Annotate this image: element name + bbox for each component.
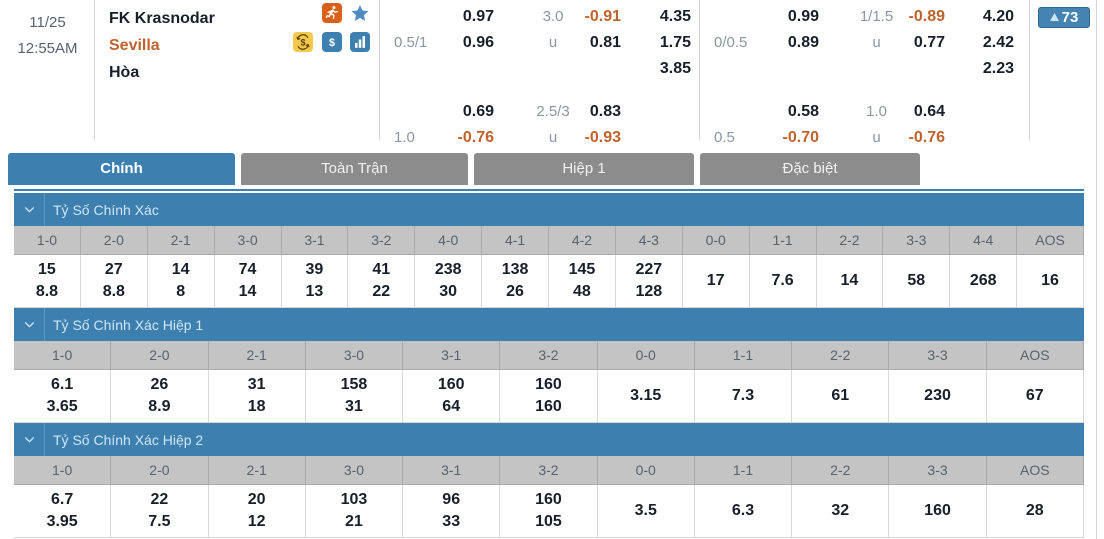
svg-text:$: $ bbox=[329, 37, 335, 49]
svg-text:$: $ bbox=[301, 37, 306, 47]
